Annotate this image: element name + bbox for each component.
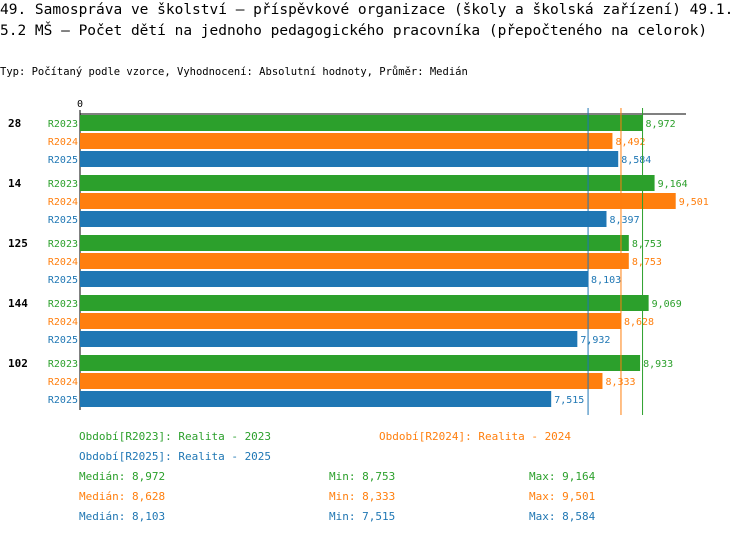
- bar-14-r2024: [80, 193, 676, 209]
- category-label: 28: [8, 117, 21, 130]
- series-label-r2024: R2024: [48, 257, 78, 268]
- bar-125-r2023: [80, 235, 629, 251]
- stat-median-r2025: Medián: 8,103: [79, 510, 166, 523]
- data-label-28-r2023: 8,972: [646, 119, 676, 130]
- stat-min-r2023: Min: 8,753: [329, 470, 396, 483]
- stat-max-r2023: Max: 9,164: [529, 470, 596, 483]
- stat-min-r2024: Min: 8,333: [329, 490, 396, 503]
- series-label-r2024: R2024: [48, 137, 78, 148]
- stat-max-r2024: Max: 9,501: [529, 490, 596, 503]
- bar-125-r2025: [80, 271, 589, 287]
- bar-144-r2024: [80, 313, 621, 329]
- data-label-125-r2024: 8,753: [632, 257, 662, 268]
- series-label-r2025: R2025: [48, 335, 78, 346]
- data-label-28-r2024: 8,492: [615, 137, 645, 148]
- category-label: 14: [8, 177, 22, 190]
- bar-102-r2024: [80, 373, 603, 389]
- data-label-14-r2023: 9,164: [658, 179, 688, 190]
- stat-min-r2025: Min: 7,515: [329, 510, 396, 523]
- category-label: 144: [8, 297, 28, 310]
- series-label-r2023: R2023: [48, 359, 78, 370]
- series-label-r2023: R2023: [48, 239, 78, 250]
- bar-28-r2023: [80, 115, 643, 131]
- series-label-r2025: R2025: [48, 275, 78, 286]
- data-label-28-r2025: 8,584: [621, 155, 651, 166]
- series-label-r2023: R2023: [48, 179, 78, 190]
- stat-median-r2023: Medián: 8,972: [79, 470, 166, 483]
- data-label-14-r2025: 8,397: [609, 215, 639, 226]
- series-label-r2024: R2024: [48, 377, 78, 388]
- data-label-144-r2024: 8,628: [624, 317, 654, 328]
- data-label-144-r2023: 9,069: [652, 299, 682, 310]
- series-label-r2024: R2024: [48, 317, 78, 328]
- bar-144-r2023: [80, 295, 649, 311]
- axis-zero-label: 0: [77, 99, 83, 110]
- bar-28-r2025: [80, 151, 619, 167]
- bar-125-r2024: [80, 253, 629, 269]
- data-label-102-r2025: 7,515: [554, 395, 584, 406]
- stat-median-r2024: Medián: 8,628: [79, 490, 166, 503]
- stat-max-r2025: Max: 8,584: [529, 510, 596, 523]
- bar-28-r2024: [80, 133, 613, 149]
- series-label-r2023: R2023: [48, 119, 78, 130]
- data-label-125-r2023: 8,753: [632, 239, 662, 250]
- legend-r2024: Období[R2024]: Realita - 2024: [379, 430, 572, 443]
- chart-subtitle: Typ: Počítaný podle vzorce, Vyhodnocení:…: [0, 66, 468, 78]
- bar-102-r2023: [80, 355, 641, 371]
- category-label: 125: [8, 237, 28, 250]
- series-label-r2025: R2025: [48, 155, 78, 166]
- series-label-r2025: R2025: [48, 215, 78, 226]
- category-label: 102: [8, 357, 28, 370]
- chart-title: 49. Samospráva ve školství – příspěvkové…: [0, 2, 734, 39]
- bar-14-r2023: [80, 175, 655, 191]
- bar-102-r2025: [80, 391, 552, 407]
- series-label-r2023: R2023: [48, 299, 78, 310]
- series-label-r2025: R2025: [48, 395, 78, 406]
- data-label-144-r2025: 7,932: [580, 335, 610, 346]
- bar-14-r2025: [80, 211, 607, 227]
- legend-r2025: Období[R2025]: Realita - 2025: [79, 450, 272, 463]
- legend-r2023: Období[R2023]: Realita - 2023: [79, 430, 272, 443]
- data-label-125-r2025: 8,103: [591, 275, 621, 286]
- data-label-14-r2024: 9,501: [679, 197, 709, 208]
- data-label-102-r2023: 8,933: [643, 359, 673, 370]
- bar-144-r2025: [80, 331, 578, 347]
- series-label-r2024: R2024: [48, 197, 78, 208]
